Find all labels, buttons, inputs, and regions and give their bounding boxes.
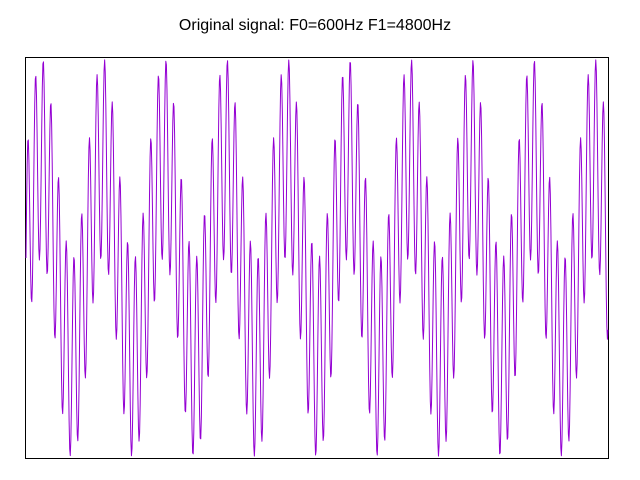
plot-frame	[25, 57, 609, 459]
chart-title: Original signal: F0=600Hz F1=4800Hz	[178, 17, 452, 34]
signal-series-line	[25, 59, 609, 457]
